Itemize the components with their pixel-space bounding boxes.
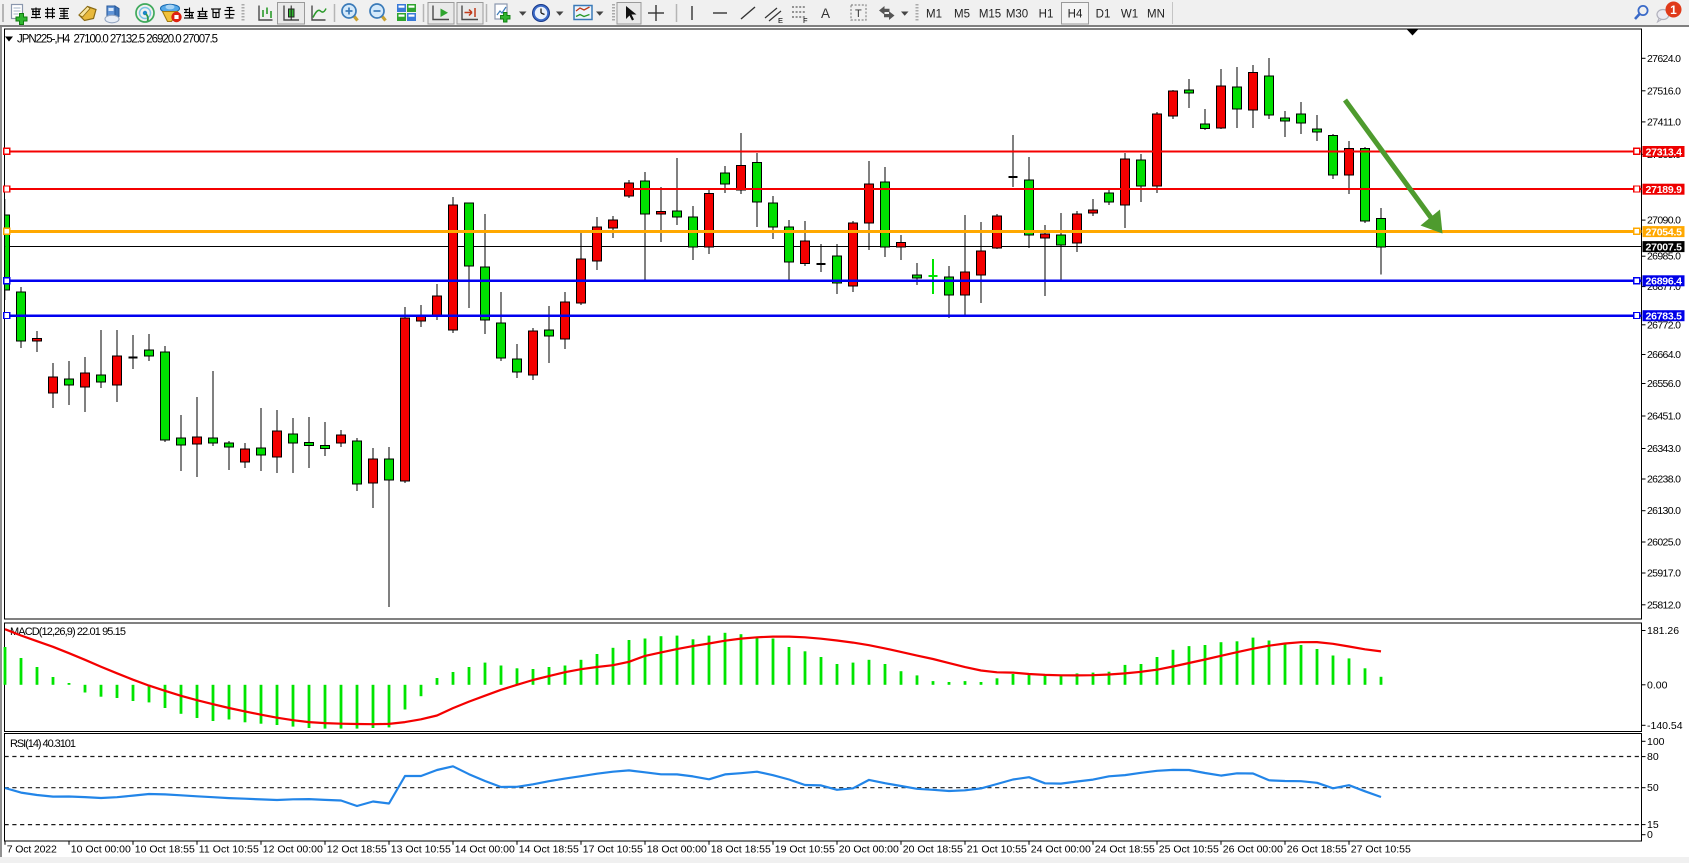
svg-text:7 Oct 2022: 7 Oct 2022 xyxy=(7,844,57,856)
svg-text:26451.0: 26451.0 xyxy=(1647,411,1681,423)
svg-text:1: 1 xyxy=(1670,3,1677,17)
svg-text:MN: MN xyxy=(1147,9,1165,21)
svg-text:26783.5: 26783.5 xyxy=(1646,311,1683,323)
svg-text:0.00: 0.00 xyxy=(1647,679,1668,691)
svg-text:27 Oct 10:55: 27 Oct 10:55 xyxy=(1351,844,1411,856)
svg-text:27313.4: 27313.4 xyxy=(1646,146,1683,158)
svg-text:80: 80 xyxy=(1647,751,1659,763)
svg-text:24 Oct 18:55: 24 Oct 18:55 xyxy=(1095,844,1155,856)
svg-text:0: 0 xyxy=(1647,829,1653,841)
svg-text:27007.5: 27007.5 xyxy=(1646,241,1683,253)
svg-text:-140.54: -140.54 xyxy=(1647,720,1683,732)
svg-text:27090.0: 27090.0 xyxy=(1647,215,1681,227)
svg-text:T: T xyxy=(855,8,862,20)
svg-text:RSI(14) 40.3101: RSI(14) 40.3101 xyxy=(10,738,76,750)
svg-text:14 Oct 00:00: 14 Oct 00:00 xyxy=(455,844,515,856)
svg-text:26 Oct 00:00: 26 Oct 00:00 xyxy=(1223,844,1283,856)
svg-text:18 Oct 00:00: 18 Oct 00:00 xyxy=(647,844,707,856)
svg-text:27516.0: 27516.0 xyxy=(1647,85,1681,97)
svg-text:27189.9: 27189.9 xyxy=(1646,184,1683,196)
svg-text:50: 50 xyxy=(1647,782,1659,794)
svg-text:26896.4: 26896.4 xyxy=(1646,276,1683,288)
svg-text:19 Oct 10:55: 19 Oct 10:55 xyxy=(775,844,835,856)
svg-text:H1: H1 xyxy=(1039,9,1054,21)
svg-text:181.26: 181.26 xyxy=(1647,625,1679,637)
svg-text:M30: M30 xyxy=(1006,9,1028,21)
svg-text:11 Oct 10:55: 11 Oct 10:55 xyxy=(199,844,259,856)
svg-text:15: 15 xyxy=(1647,819,1659,831)
svg-text:25917.0: 25917.0 xyxy=(1647,568,1681,580)
svg-text:21 Oct 10:55: 21 Oct 10:55 xyxy=(967,844,1027,856)
svg-text:A: A xyxy=(821,6,830,21)
svg-text:26025.0: 26025.0 xyxy=(1647,537,1681,549)
svg-text:26343.0: 26343.0 xyxy=(1647,443,1681,455)
svg-text:26664.0: 26664.0 xyxy=(1647,349,1681,361)
svg-text:M5: M5 xyxy=(954,9,970,21)
svg-text:27411.0: 27411.0 xyxy=(1647,116,1681,128)
svg-text:26 Oct 18:55: 26 Oct 18:55 xyxy=(1287,844,1347,856)
svg-text:26772.0: 26772.0 xyxy=(1647,319,1681,331)
svg-text:26130.0: 26130.0 xyxy=(1647,505,1681,517)
svg-text:D1: D1 xyxy=(1096,9,1111,21)
svg-text:13 Oct 10:55: 13 Oct 10:55 xyxy=(391,844,451,856)
svg-text:20 Oct 00:00: 20 Oct 00:00 xyxy=(839,844,899,856)
svg-text:F: F xyxy=(803,16,808,25)
svg-text:E: E xyxy=(778,16,783,25)
svg-text:25812.0: 25812.0 xyxy=(1647,599,1681,611)
svg-text:M15: M15 xyxy=(979,9,1001,21)
svg-text:10 Oct 18:55: 10 Oct 18:55 xyxy=(135,844,195,856)
svg-text:10 Oct 00:00: 10 Oct 00:00 xyxy=(71,844,131,856)
svg-text:18 Oct 18:55: 18 Oct 18:55 xyxy=(711,844,771,856)
svg-text:M1: M1 xyxy=(926,9,942,21)
svg-text:12 Oct 18:55: 12 Oct 18:55 xyxy=(327,844,387,856)
svg-text:20 Oct 18:55: 20 Oct 18:55 xyxy=(903,844,963,856)
svg-text:27054.5: 27054.5 xyxy=(1646,226,1683,238)
svg-text:26556.0: 26556.0 xyxy=(1647,378,1681,390)
svg-text:25 Oct 10:55: 25 Oct 10:55 xyxy=(1159,844,1219,856)
svg-text:H4: H4 xyxy=(1068,9,1083,21)
svg-text:17 Oct 10:55: 17 Oct 10:55 xyxy=(583,844,643,856)
svg-text:W1: W1 xyxy=(1121,9,1138,21)
svg-text:26238.0: 26238.0 xyxy=(1647,474,1681,486)
svg-text:14 Oct 18:55: 14 Oct 18:55 xyxy=(519,844,579,856)
svg-text:MACD(12,26,9) 22.01 95.15: MACD(12,26,9) 22.01 95.15 xyxy=(10,626,126,638)
svg-text:JPN225-,H4 27100.0 27132.5 26: JPN225-,H4 27100.0 27132.5 26920.0 27007… xyxy=(17,34,218,46)
svg-text:100: 100 xyxy=(1647,736,1665,748)
svg-text:24 Oct 00:00: 24 Oct 00:00 xyxy=(1031,844,1091,856)
svg-text:26985.0: 26985.0 xyxy=(1647,251,1681,263)
svg-text:27624.0: 27624.0 xyxy=(1647,53,1681,65)
svg-text:12 Oct 00:00: 12 Oct 00:00 xyxy=(263,844,323,856)
